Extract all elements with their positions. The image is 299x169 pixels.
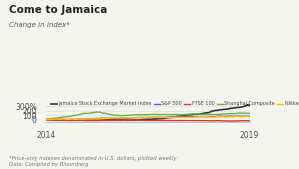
Text: Change in index*: Change in index* <box>9 22 70 28</box>
Text: *Price-only indexes denominated in U.S. dollars, plotted weekly: *Price-only indexes denominated in U.S. … <box>9 155 177 161</box>
Text: Data: Compiled by Bloomberg: Data: Compiled by Bloomberg <box>9 162 89 167</box>
Text: Come to Jamaica: Come to Jamaica <box>9 5 107 15</box>
Legend: Jamaica Stock Exchange Market Index, S&P 500, FTSE 100, Shanghai Composite, Nikk: Jamaica Stock Exchange Market Index, S&P… <box>49 100 299 108</box>
